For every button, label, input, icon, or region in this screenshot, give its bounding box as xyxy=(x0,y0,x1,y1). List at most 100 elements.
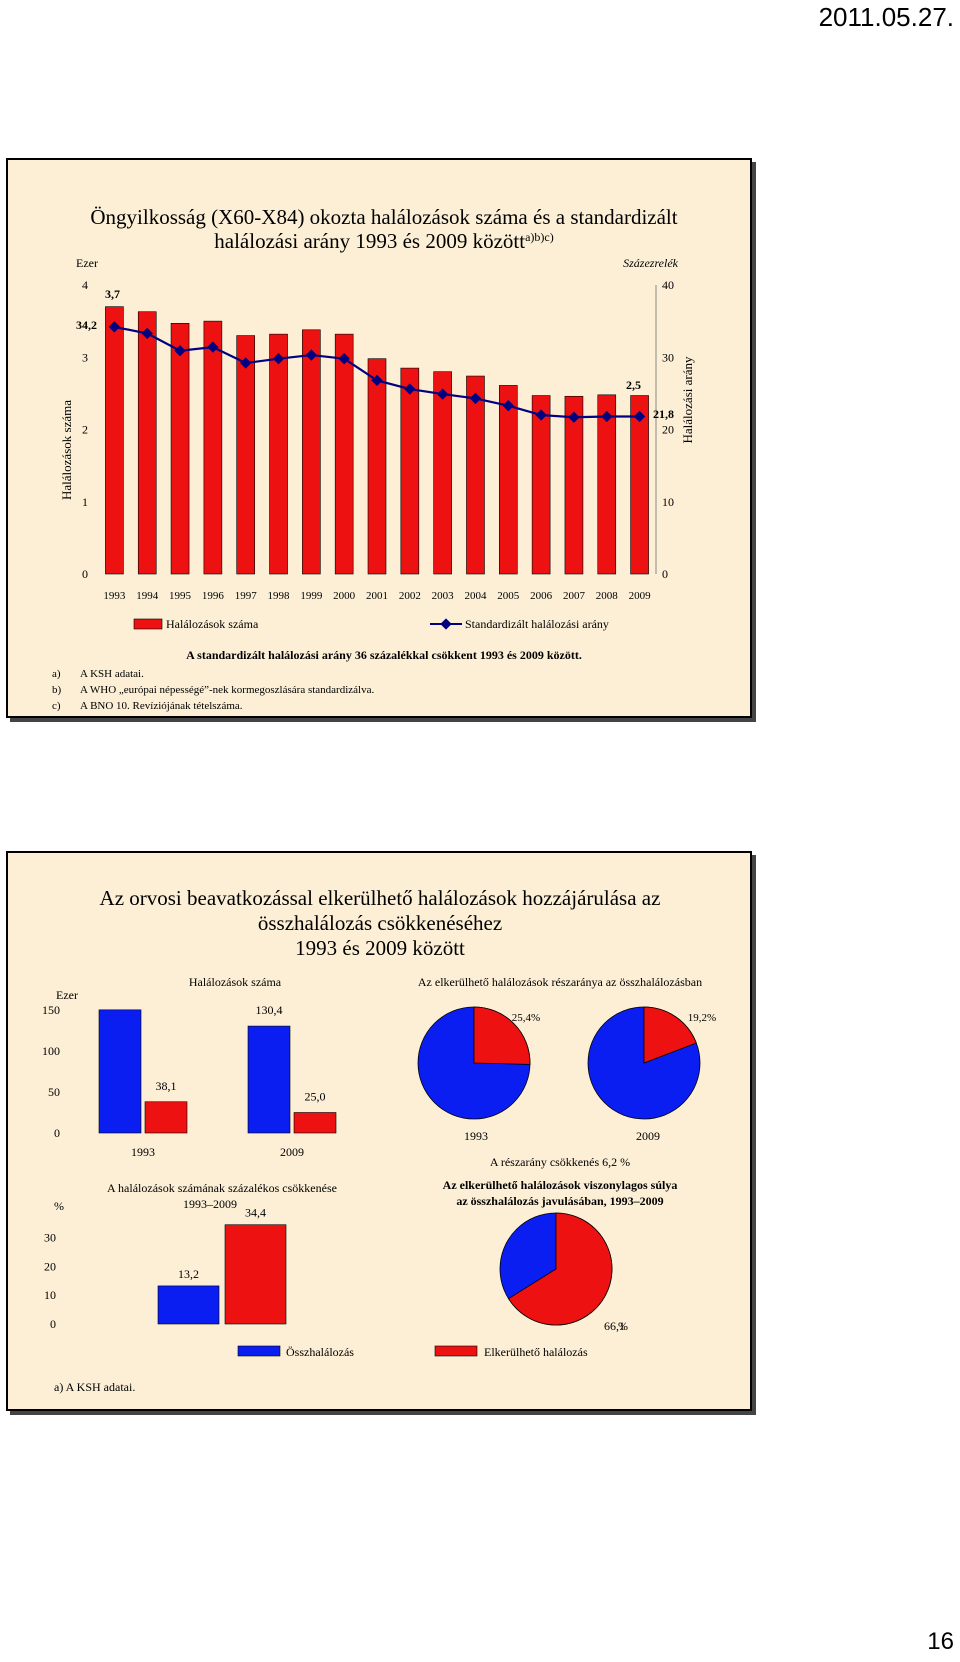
x-tick-2002: 2002 xyxy=(399,590,421,602)
left-axis-title: Halálozások száma xyxy=(59,400,74,500)
x-tick-2006: 2006 xyxy=(530,590,553,602)
x-tick-1998: 1998 xyxy=(268,590,291,602)
x-tick-1999: 1999 xyxy=(300,590,323,602)
pct-chart-tick-label: 10 xyxy=(44,1288,56,1302)
pie-category-1993: 1993 xyxy=(464,1129,488,1143)
right-tick-label: 10 xyxy=(662,495,674,509)
footnotes: a) A KSH adatai. b) A WHO „európai népessé… xyxy=(52,666,374,714)
bar-2002 xyxy=(400,367,420,575)
legend-line-marker xyxy=(440,618,452,630)
bar-chart-unit: Ezer xyxy=(56,988,78,1002)
bar-chart-title: Halálozások száma xyxy=(189,975,282,989)
legend-avoidable-swatch xyxy=(434,1345,478,1357)
pie-label-2009: 19,2% xyxy=(688,1012,716,1024)
chart2-footnote: a) A KSH adatai. xyxy=(54,1380,135,1394)
chart1-title-line2: halálozási arány 1993 és 2009 közötta)b)… xyxy=(214,229,553,253)
last-line-label: 21,8 xyxy=(653,407,674,421)
share-chart-title-line2: az összhalálozás javulásában, 1993–2009 xyxy=(456,1194,663,1208)
bar-1997 xyxy=(236,335,256,575)
bar-1993 xyxy=(105,306,124,575)
x-tick-2003: 2003 xyxy=(432,590,455,602)
x-tick-2009: 2009 xyxy=(629,590,652,602)
pie-2009-main-slice xyxy=(643,1006,697,1064)
rate-point-1995 xyxy=(174,345,186,357)
footnote-a: a) A KSH adatai. xyxy=(52,668,144,680)
chart2-title-line1: Az orvosi beavatkozással elkerülhető hal… xyxy=(100,886,661,910)
pct-bar-total xyxy=(157,1285,220,1325)
pct-chart-tick-label: 30 xyxy=(44,1230,56,1244)
chart1-note: A standardizált halálozási arány 36 száz… xyxy=(186,648,582,662)
x-tick-2007: 2007 xyxy=(563,590,586,602)
share-pie-unit: % xyxy=(618,1319,628,1333)
legend-total-label: Összhalálozás xyxy=(286,1345,354,1359)
rate-point-1996 xyxy=(207,341,219,353)
bar-chart-tick-label: 50 xyxy=(48,1085,60,1099)
bar-1998 xyxy=(269,333,288,575)
legend-total-swatch xyxy=(237,1345,281,1357)
bar-1995 xyxy=(170,322,190,575)
bar-avoidable-1993 xyxy=(144,1101,188,1134)
pie-chart-note: A részarány csökkenés 6,2 % xyxy=(490,1155,630,1169)
bar-chart-tick-label: 0 xyxy=(54,1126,60,1140)
x-tick-2001: 2001 xyxy=(366,590,388,602)
bar-2004 xyxy=(466,375,485,575)
bar-2007 xyxy=(564,395,584,575)
bar-chart-tick-label: 150 xyxy=(42,1003,60,1017)
footnote-b: b) A WHO „európai népességé”-nek kormegos… xyxy=(52,684,375,696)
x-tick-1997: 1997 xyxy=(235,590,258,602)
pie-chart-title: Az elkerülhető halálozások részaránya az… xyxy=(418,975,702,989)
pct-bar-value-label: 13,2 xyxy=(178,1267,199,1281)
share-chart-title-line1: Az elkerülhető halálozások viszonylagos … xyxy=(443,1178,678,1192)
pie-1993-main-slice xyxy=(473,1006,531,1065)
footnote-c: c) A BNO 10. Revíziójának tételszáma. xyxy=(52,700,243,712)
bar-2006 xyxy=(531,395,551,575)
rate-point-2001 xyxy=(371,374,383,387)
bar-category-2009: 2009 xyxy=(280,1145,304,1159)
page-number: 16 xyxy=(927,1628,954,1655)
pie-category-2009: 2009 xyxy=(636,1129,660,1143)
right-tick-label: 20 xyxy=(662,423,674,437)
document-date: 2011.05.27. xyxy=(818,2,954,32)
right-tick-label: 0 xyxy=(662,567,668,581)
pie-label-1993: 25,4% xyxy=(512,1012,540,1024)
bar-avoidable-2009 xyxy=(293,1112,337,1134)
share-pie-label: 66,1 xyxy=(604,1319,625,1333)
bar-1996 xyxy=(203,320,223,575)
right-tick-label: 30 xyxy=(662,350,674,364)
pct-chart-tick-label: 0 xyxy=(50,1317,56,1331)
share-pie-main-slice xyxy=(507,1212,613,1326)
left-tick-label: 2 xyxy=(82,423,88,437)
rate-point-1999 xyxy=(305,349,318,361)
bar-2003 xyxy=(433,371,452,575)
bar-value-label: 38,1 xyxy=(156,1079,177,1093)
left-unit-label: Ezer xyxy=(76,256,98,270)
chart1-title-line1: Öngyilkosság (X60-X84) okozta halálozáso… xyxy=(90,205,677,229)
left-tick-label: 4 xyxy=(82,278,88,292)
right-unit-label: Százezrelék xyxy=(623,256,679,270)
slide-suicide-chart: Öngyilkosság (X60-X84) okozta halálozáso… xyxy=(6,158,752,718)
rate-point-2009 xyxy=(633,410,646,423)
last-bar-label: 2,5 xyxy=(626,378,641,392)
rate-point-2008 xyxy=(601,410,613,423)
bar-1994 xyxy=(137,311,157,575)
chart1-title-superscript: a)b)c) xyxy=(525,230,554,244)
rate-point-1994 xyxy=(141,327,153,340)
avoidable-mortality-charts: Az orvosi beavatkozással elkerülhető hal… xyxy=(42,886,716,1394)
slide-avoidable-mortality: Az orvosi beavatkozással elkerülhető hal… xyxy=(6,851,752,1411)
chart2-title-line2: összhalálozás csökkenéséhez xyxy=(258,911,502,935)
bar-2008 xyxy=(597,394,617,575)
rate-point-2006 xyxy=(535,409,547,421)
rate-point-2000 xyxy=(338,353,350,365)
pct-chart-tick-label: 20 xyxy=(44,1259,56,1273)
rate-point-2002 xyxy=(404,383,416,395)
pct-bar-avoidable xyxy=(224,1224,287,1325)
bar-2001 xyxy=(367,358,387,575)
pct-chart-unit: % xyxy=(54,1199,64,1213)
legend-bar-swatch xyxy=(133,618,163,630)
x-tick-2004: 2004 xyxy=(464,590,487,602)
right-axis-title: Halálozási arány xyxy=(680,356,695,443)
chart2-title-line3: 1993 és 2009 között xyxy=(295,936,465,960)
bar-2000 xyxy=(334,333,354,575)
bar-2009 xyxy=(630,395,649,575)
rate-point-2005 xyxy=(502,400,514,412)
